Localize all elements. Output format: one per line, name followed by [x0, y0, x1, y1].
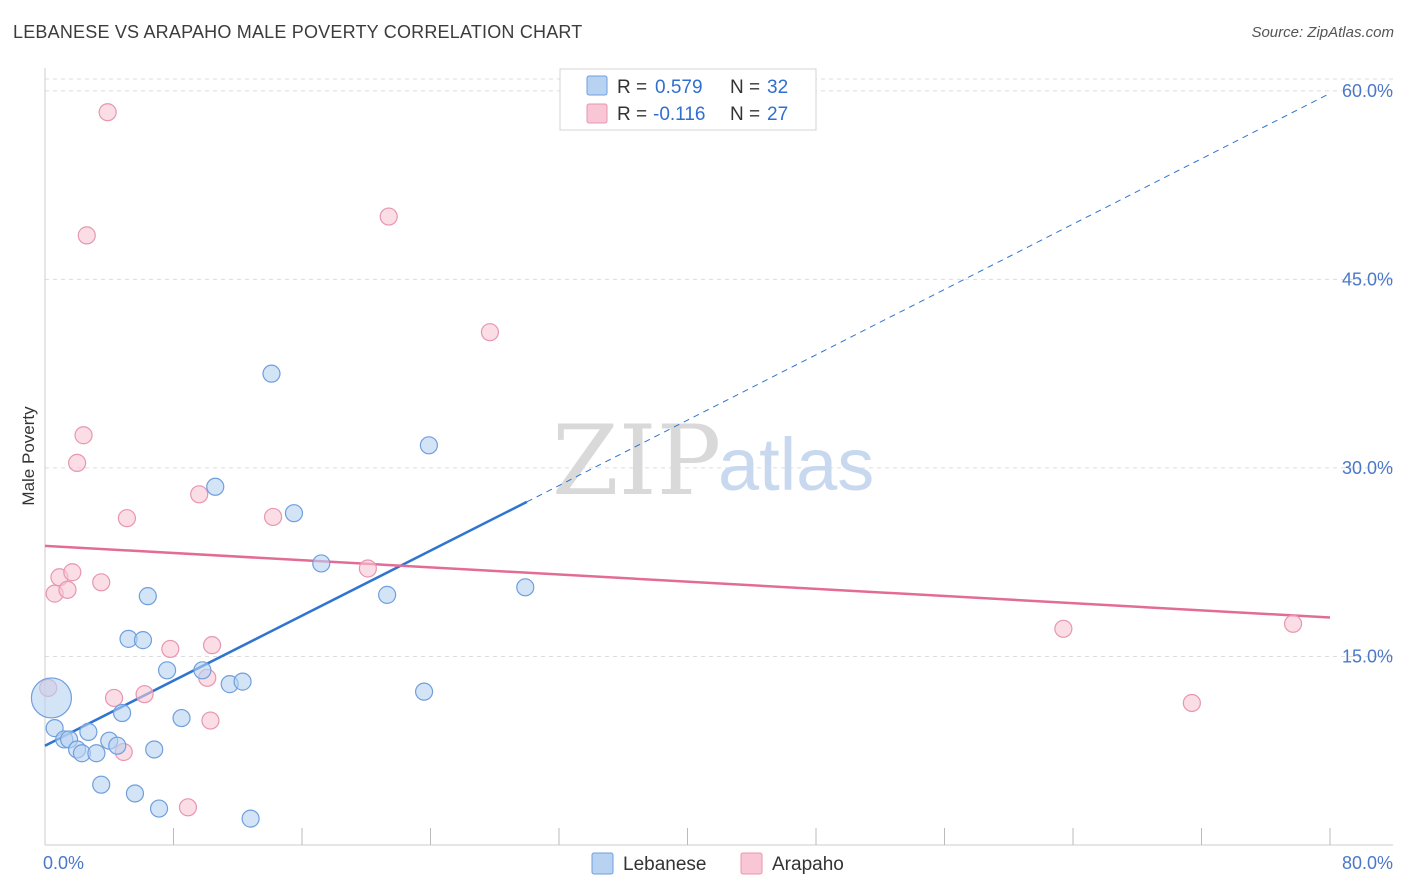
point-lebanese-26	[284, 504, 304, 523]
axes: 15.0% 30.0% 45.0% 60.0% 0.0% 80.0%	[43, 68, 1393, 873]
watermark-atlas: atlas	[718, 423, 874, 506]
point-arapaho-26	[1283, 614, 1303, 633]
series-legend-swatch-arapaho	[740, 852, 763, 875]
trendline-lebanese-extension	[526, 92, 1331, 503]
legend-r-value-arapaho: -0.116	[653, 104, 705, 125]
point-lebanese-18	[157, 661, 177, 680]
gridlines	[45, 78, 1393, 657]
point-arapaho-8	[92, 573, 111, 592]
point-lebanese-30	[419, 436, 438, 455]
watermark: ZIP atlas	[552, 405, 874, 517]
point-arapaho-19	[202, 636, 222, 655]
y-axis-title: Male Poverty	[19, 406, 38, 506]
point-arapaho-4	[63, 563, 82, 582]
legend: R = 0.579 N = 32 R = -0.116 N = 27	[559, 68, 817, 131]
point-lebanese-15	[138, 587, 157, 606]
legend-n-value-lebanese: 32	[767, 77, 788, 98]
y-tick-label-30: 30.0%	[1342, 458, 1393, 478]
point-arapaho-3	[58, 580, 77, 599]
point-lebanese-31	[516, 578, 535, 597]
watermark-zip: ZIP	[552, 405, 721, 517]
legend-n-label-arapaho: N =	[730, 104, 760, 125]
legend-n-value-arapaho: 27	[767, 104, 788, 125]
legend-swatch-arapaho	[586, 103, 608, 124]
legend-n-label-lebanese: N =	[730, 77, 760, 98]
point-lebanese-10	[108, 736, 127, 755]
point-lebanese-23	[233, 672, 252, 691]
x-tick-label-80: 80.0%	[1342, 853, 1393, 873]
point-arapaho-16	[190, 485, 209, 504]
trendline-arapaho	[44, 544, 1331, 619]
point-arapaho-10	[104, 688, 124, 708]
point-arapaho-21	[358, 559, 377, 578]
legend-swatch-lebanese	[586, 75, 608, 96]
point-arapaho-18	[201, 711, 220, 730]
series-legend-label-lebanese: Lebanese	[623, 854, 706, 875]
point-lebanese-11	[112, 703, 132, 723]
point-lebanese-24	[241, 809, 260, 828]
chart-source: Source: ZipAtlas.com	[1251, 24, 1394, 41]
point-lebanese-28	[378, 585, 397, 604]
point-arapaho-13	[135, 685, 154, 704]
point-lebanese-19	[172, 708, 191, 728]
point-lebanese-21	[206, 477, 225, 496]
point-arapaho-7	[77, 226, 96, 245]
chart-title: LEBANESE VS ARAPAHO MALE POVERTY CORRELA…	[13, 22, 583, 42]
point-arapaho-5	[68, 453, 87, 472]
point-lebanese-6	[79, 722, 98, 741]
point-arapaho-6	[74, 426, 93, 445]
point-arapaho-9	[98, 103, 117, 122]
series-legend-swatch-lebanese	[591, 852, 614, 875]
series-legend-label-arapaho: Arapaho	[772, 854, 844, 875]
point-lebanese-0	[30, 677, 73, 719]
point-lebanese-14	[133, 631, 153, 650]
point-lebanese-16	[145, 740, 164, 759]
point-lebanese-17	[149, 799, 169, 818]
point-arapaho-12	[117, 509, 137, 528]
series-legend: Lebanese Arapaho	[591, 852, 844, 875]
point-lebanese-20	[193, 661, 212, 680]
point-lebanese-29	[414, 682, 434, 701]
point-arapaho-23	[480, 323, 500, 342]
legend-r-label-lebanese: R =	[617, 77, 647, 98]
point-arapaho-20	[263, 507, 283, 527]
point-arapaho-22	[379, 207, 398, 226]
y-tick-label-15: 15.0%	[1342, 646, 1393, 666]
y-tick-label-45: 45.0%	[1342, 269, 1393, 289]
point-arapaho-15	[178, 798, 198, 817]
point-lebanese-7	[87, 744, 106, 763]
point-lebanese-13	[125, 784, 145, 803]
y-tick-label-60: 60.0%	[1342, 81, 1393, 101]
x-tick-label-0: 0.0%	[43, 853, 84, 873]
point-arapaho-24	[1054, 619, 1073, 638]
point-lebanese-25	[262, 364, 281, 383]
legend-r-value-lebanese: 0.579	[655, 77, 703, 98]
legend-r-label-arapaho: R =	[617, 104, 647, 125]
data-points	[30, 103, 1303, 828]
point-arapaho-14	[161, 639, 180, 659]
point-lebanese-8	[92, 775, 111, 794]
point-arapaho-25	[1182, 693, 1201, 713]
point-lebanese-27	[312, 554, 331, 573]
